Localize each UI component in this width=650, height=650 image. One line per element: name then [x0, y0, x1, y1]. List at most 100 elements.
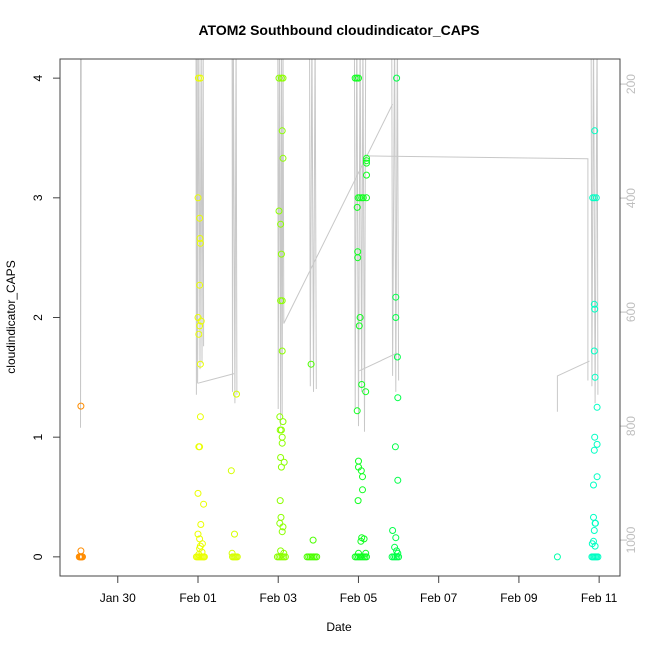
chart-title: ATOM2 Southbound cloudindicator_CAPS — [198, 22, 479, 38]
data-point — [200, 553, 208, 561]
data-point — [194, 74, 202, 82]
right-y-tick-label: 1000 — [624, 526, 638, 553]
data-point — [359, 194, 367, 202]
data-point — [363, 553, 370, 561]
data-point — [277, 463, 285, 471]
data-point — [275, 207, 283, 215]
x-tick-label: Feb 03 — [260, 591, 298, 605]
data-point — [276, 497, 284, 505]
data-point — [593, 440, 601, 448]
data-point — [392, 314, 400, 321]
data-point — [362, 549, 370, 557]
data-point — [196, 239, 204, 247]
data-point — [590, 194, 598, 202]
data-point — [278, 127, 286, 135]
depth-profile-line — [391, 59, 400, 392]
data-point — [197, 521, 205, 528]
data-point — [278, 347, 286, 355]
data-point — [313, 553, 321, 561]
depth-profile-line — [309, 59, 317, 392]
depth-profile-line — [359, 352, 398, 372]
data-point — [354, 254, 362, 262]
plot-frame — [59, 58, 621, 577]
data-point — [363, 157, 370, 165]
data-point — [590, 446, 598, 454]
data-point — [590, 300, 598, 308]
data-point — [276, 413, 284, 421]
data-point — [395, 553, 403, 561]
data-point — [196, 235, 204, 242]
data-point — [389, 527, 397, 534]
data-point — [590, 513, 597, 521]
data-point — [592, 519, 599, 527]
data-point — [363, 159, 370, 167]
data-point — [196, 214, 204, 222]
depth-profile-line — [590, 59, 599, 404]
data-point — [394, 394, 402, 402]
data-point — [394, 476, 402, 484]
data-point — [363, 194, 370, 202]
data-point — [309, 536, 317, 544]
data-point — [591, 373, 599, 381]
data-point — [591, 433, 599, 441]
data-point — [281, 553, 289, 561]
data-point — [227, 467, 235, 475]
data-point — [307, 360, 315, 368]
data-point — [357, 537, 365, 545]
data-point — [194, 489, 202, 497]
right-y-tick-label: 600 — [624, 302, 638, 322]
data-point — [194, 530, 202, 538]
data-point — [355, 457, 362, 465]
data-point — [196, 413, 204, 421]
data-point — [393, 74, 401, 82]
data-point — [196, 74, 204, 82]
data-point — [275, 74, 283, 82]
data-point — [553, 553, 561, 561]
data-point — [590, 481, 597, 489]
depth-profile-line — [556, 360, 590, 412]
y-tick-label: 0 — [31, 553, 45, 560]
y-tick-label: 4 — [31, 74, 45, 81]
data-point — [277, 454, 285, 461]
data-point — [363, 154, 370, 162]
data-point — [363, 171, 370, 179]
data-point — [277, 513, 285, 521]
data-point — [354, 497, 362, 505]
data-point — [359, 473, 366, 481]
data-point — [392, 293, 400, 301]
depth-profile-line — [353, 59, 367, 432]
x-tick-label: Feb 07 — [420, 591, 458, 605]
depth-profile-line — [366, 155, 589, 381]
y-tick-label: 2 — [31, 314, 45, 321]
data-point — [195, 330, 203, 338]
data-point — [358, 381, 366, 388]
data-point — [200, 500, 208, 508]
depth-profile-line — [277, 59, 394, 427]
data-point — [277, 426, 285, 434]
data-point — [276, 519, 284, 527]
y-tick-label: 1 — [31, 434, 45, 441]
data-point — [356, 194, 364, 202]
data-point — [196, 443, 204, 451]
depth-profile-line — [231, 59, 238, 404]
data-point — [393, 353, 401, 361]
data-point — [591, 127, 599, 135]
data-point — [591, 542, 599, 550]
data-point — [590, 347, 598, 355]
data-point — [594, 553, 602, 561]
data-point — [362, 388, 370, 396]
data-point — [391, 443, 399, 451]
data-point — [79, 553, 86, 561]
y-tick-label: 3 — [31, 194, 45, 201]
data-point — [196, 360, 204, 368]
depth-lines — [80, 59, 599, 432]
data-point — [590, 527, 598, 534]
data-point — [593, 403, 601, 411]
data-point — [394, 549, 402, 557]
right-y-tick-label: 400 — [624, 188, 638, 208]
depth-profile-line — [197, 373, 235, 384]
data-point — [196, 322, 204, 330]
data-point — [353, 203, 361, 211]
